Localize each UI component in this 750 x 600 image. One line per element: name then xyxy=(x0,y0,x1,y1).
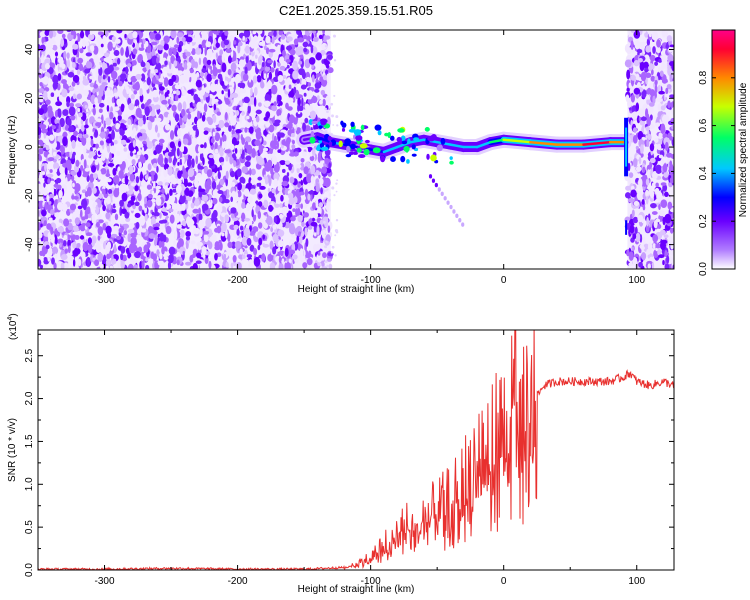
spectrogram-xtick-label: -300 xyxy=(95,275,115,286)
colorbar-tick-label: 0.4 xyxy=(698,166,709,180)
snr-ytick-label: 0.0 xyxy=(24,563,35,577)
colorbar-ticks: 0.0 0.2 0.4 0.6 0.8 xyxy=(698,70,735,276)
snr-series-line xyxy=(38,330,674,570)
colorbar-tick-label: 0.6 xyxy=(698,118,709,132)
snr-xtick-label: 100 xyxy=(628,576,645,587)
noise-region xyxy=(38,30,334,269)
spectrogram-xlabel: Height of straight line (km) xyxy=(298,284,415,295)
spectrogram-xtick-label: 0 xyxy=(501,275,507,286)
noise-region xyxy=(624,30,674,269)
snr-xtick-label: 0 xyxy=(501,576,507,587)
snr-scale-suffix: ) xyxy=(8,313,19,316)
svg-text:(x104): (x104) xyxy=(7,313,19,340)
spectrogram-ytick-label: 20 xyxy=(24,92,35,104)
snr-ytick-label: 2.0 xyxy=(24,391,35,405)
figure-title: C2E1.2025.359.15.51.R05 xyxy=(279,3,433,18)
snr-ytick-label: 2.5 xyxy=(24,348,35,362)
colorbar-label: Normalized spectral amplitude xyxy=(738,82,749,217)
echo-trace xyxy=(296,117,632,235)
snr-ytick-label: 1.0 xyxy=(24,477,35,491)
snr-xtick-label: -300 xyxy=(95,576,115,587)
colorbar-tick-label: 0.8 xyxy=(698,70,709,84)
snr-scale-exponent: 4 xyxy=(7,317,14,321)
snr-xtick-label: -100 xyxy=(361,576,381,587)
snr-xtick-label: -200 xyxy=(228,576,248,587)
colorbar-tick-label: 0.0 xyxy=(698,262,709,276)
snr-scale-factor: (x104) xyxy=(7,313,19,340)
spectrogram-ytick-label: 0 xyxy=(24,144,35,150)
snr-ytick-label: 0.5 xyxy=(24,520,35,534)
snr-ylabel: SNR (10 * v/v) xyxy=(7,418,18,482)
spectrogram-ytick-label: 40 xyxy=(24,44,35,56)
spectrogram-xtick-label: -200 xyxy=(228,275,248,286)
snr-scale-prefix: (x10 xyxy=(8,320,19,340)
snr-panel: -300 -200 -100 0 100 0.0 0.5 1.0 1.5 2.0 2.5 Heigh… xyxy=(7,313,675,595)
spectrogram-ytick-label: -20 xyxy=(24,188,35,203)
spectrogram-image xyxy=(38,30,674,269)
snr-ticks: -300 -200 -100 0 100 0.0 0.5 1.0 1.5 2.0 2.5 xyxy=(24,330,674,587)
colorbar-tick-label: 0.2 xyxy=(698,214,709,228)
spectrogram-xtick-label: -100 xyxy=(361,275,381,286)
snr-ytick-label: 1.5 xyxy=(24,434,35,448)
spectrogram-frame xyxy=(37,29,675,270)
spectrogram-ytick-label: -40 xyxy=(24,237,35,252)
spectrogram-ylabel: Frequency (Hz) xyxy=(7,116,18,185)
colorbar-scale xyxy=(711,29,736,270)
snr-frame xyxy=(37,329,675,571)
colorbar: 0.0 0.2 0.4 0.6 0.8 Normalized spectral ampl… xyxy=(698,29,749,276)
snr-xlabel: Height of straight line (km) xyxy=(298,584,415,595)
spectrogram-xtick-label: 100 xyxy=(628,275,645,286)
